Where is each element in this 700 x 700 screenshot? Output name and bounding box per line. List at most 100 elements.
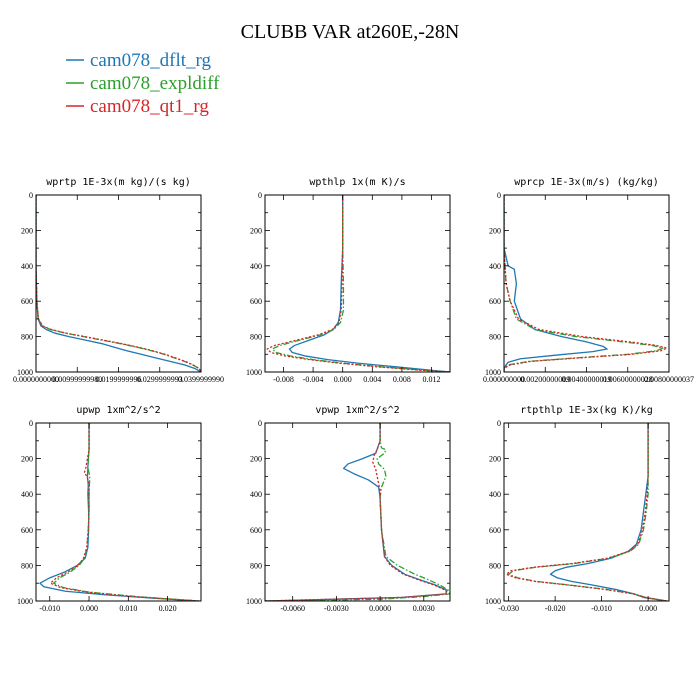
y-tick-label: 400 — [489, 262, 501, 271]
series-line-cam078_qt1_rg — [49, 423, 200, 601]
panel-title: rtpthlp 1E-3x(kg K)/kg — [520, 405, 652, 416]
panel-rtpthlp: rtpthlp 1E-3x(kg K)/kg02004006008001000-… — [485, 405, 670, 613]
panel-wpthlp: wpthlp 1x(m K)/s 0 200 400 600 800 1000 -0.008-… — [246, 177, 451, 384]
y-tick-label: 800 — [250, 561, 262, 570]
y-tick-label: 800 — [489, 333, 501, 342]
panel-title: vpwp 1xm^2/s^2 — [315, 405, 399, 416]
y-tick-label: 200 — [250, 455, 262, 464]
x-tick-label: 0.00400000019 — [562, 375, 612, 384]
x-tick-label: 0.004 — [363, 375, 381, 384]
x-tick-label: 0.00200000009 — [520, 375, 570, 384]
series-line-cam078_dflt_rg — [36, 195, 201, 372]
y-tick-label: 400 — [250, 262, 262, 271]
y-tick-label: 0 — [258, 191, 262, 200]
y-tick-label: 800 — [489, 561, 501, 570]
series-line-cam078_qt1_rg — [266, 195, 450, 372]
x-tick-label: 0.012 — [423, 375, 441, 384]
y-tick-label: 600 — [21, 526, 33, 535]
series-group — [504, 195, 668, 372]
x-tick-label: 0.020 — [159, 604, 177, 613]
legend: cam078_dflt_rgcam078_expldiffcam078_qt1_… — [66, 50, 220, 117]
series-line-cam078_expldiff — [265, 423, 450, 601]
series-group — [266, 195, 450, 372]
series-line-cam078_qt1_rg — [265, 423, 448, 601]
x-tick-label: -0.008 — [273, 375, 294, 384]
panel-frame — [503, 422, 670, 602]
x-tick-label: 0.00600000028 — [603, 375, 653, 384]
series-group — [505, 423, 667, 601]
legend-label: cam078_expldiff — [90, 73, 220, 94]
panel-frame — [35, 194, 202, 373]
y-tick-label: 800 — [21, 333, 33, 342]
panel-title: wpthlp 1x(m K)/s — [309, 177, 405, 188]
series-line-cam078_expldiff — [53, 423, 200, 601]
y-tick-label: 600 — [489, 526, 501, 535]
x-tick-label: 0.000 — [334, 375, 352, 384]
y-tick-label: 400 — [21, 490, 33, 499]
series-line-cam078_qt1_rg — [505, 423, 667, 601]
series-line-cam078_qt1_rg — [504, 195, 668, 372]
chart-panels: wprtp 1E-3x(m kg)/(s kg) 0 200 400 600 800 100… — [13, 177, 694, 613]
x-tick-label: 0.0000000000 — [13, 375, 59, 384]
series-line-cam078_dflt_rg — [504, 195, 608, 372]
x-tick-label: 0.0299999993 — [137, 375, 183, 384]
y-tick-label: 600 — [21, 297, 33, 306]
x-tick-label: 0.000000000 — [483, 375, 525, 384]
series-line-cam078_dflt_rg — [288, 195, 450, 372]
y-tick-label: 400 — [21, 262, 33, 271]
y-tick-label: 1000 — [485, 597, 501, 606]
y-tick-label: 1000 — [246, 368, 262, 377]
x-tick-label: 0.000 — [80, 604, 98, 613]
series-line-cam078_dflt_rg — [265, 423, 448, 601]
x-tick-label: -0.0060 — [280, 604, 305, 613]
y-tick-label: 0 — [258, 419, 262, 428]
series-line-cam078_dflt_rg — [39, 423, 200, 601]
panel-title: upwp 1xm^2/s^2 — [76, 405, 160, 416]
series-line-cam078_expldiff — [271, 195, 450, 372]
legend-item: cam078_qt1_rg — [66, 96, 209, 117]
y-tick-label: 800 — [250, 333, 262, 342]
x-tick-label: 0.0399999990 — [178, 375, 224, 384]
legend-label: cam078_dflt_rg — [90, 50, 212, 71]
y-tick-label: 0 — [29, 419, 33, 428]
y-tick-label: 1000 — [17, 368, 33, 377]
y-tick-label: 600 — [250, 297, 262, 306]
panel-title: wprtp 1E-3x(m kg)/(s kg) — [46, 177, 191, 188]
y-tick-label: 600 — [250, 526, 262, 535]
x-tick-label: 0.00800000037 — [644, 375, 694, 384]
y-tick-label: 800 — [21, 561, 33, 570]
series-group — [265, 423, 450, 601]
x-tick-label: -0.004 — [303, 375, 324, 384]
x-tick-label: 0.010 — [119, 604, 137, 613]
x-tick-label: 0.000 — [639, 604, 657, 613]
y-tick-label: 1000 — [246, 597, 262, 606]
x-tick-label: 0.00999999980 — [52, 375, 102, 384]
x-tick-label: -0.010 — [39, 604, 60, 613]
series-group — [36, 195, 201, 372]
panel-frame — [503, 194, 670, 373]
figure-title: CLUBB VAR at260E,-28N — [241, 21, 460, 43]
legend-item: cam078_dflt_rg — [66, 50, 212, 71]
x-tick-label: -0.030 — [498, 604, 519, 613]
panel-upwp: upwp 1xm^2/s^2 0 200 400 600 800 1000 -0.010 0.0… — [17, 405, 202, 613]
panel-vpwp: vpwp 1xm^2/s^2 0 200 400 600 800 1000 -0.0060 -0… — [246, 405, 451, 613]
panel-frame — [35, 422, 202, 602]
y-tick-label: 200 — [489, 226, 501, 235]
y-tick-label: 400 — [489, 490, 501, 499]
y-tick-label: 600 — [489, 297, 501, 306]
series-line-cam078_dflt_rg — [549, 423, 667, 601]
y-tick-label: 200 — [250, 226, 262, 235]
y-tick-label: 200 — [489, 455, 501, 464]
y-tick-label: 200 — [21, 226, 33, 235]
x-tick-label: -0.0030 — [324, 604, 349, 613]
x-tick-label: 0.008 — [393, 375, 411, 384]
y-tick-label: 200 — [21, 455, 33, 464]
y-tick-label: 0 — [29, 191, 33, 200]
panel-title: wprcp 1E-3x(m/s) (kg/kg) — [514, 177, 659, 188]
panel-frame — [264, 194, 451, 373]
panel-frame — [264, 422, 451, 602]
x-tick-label: 0.0000 — [369, 604, 391, 613]
panel-wprtp: wprtp 1E-3x(m kg)/(s kg) 0 200 400 600 800 100… — [13, 177, 224, 384]
x-tick-label: 0.0030 — [413, 604, 435, 613]
